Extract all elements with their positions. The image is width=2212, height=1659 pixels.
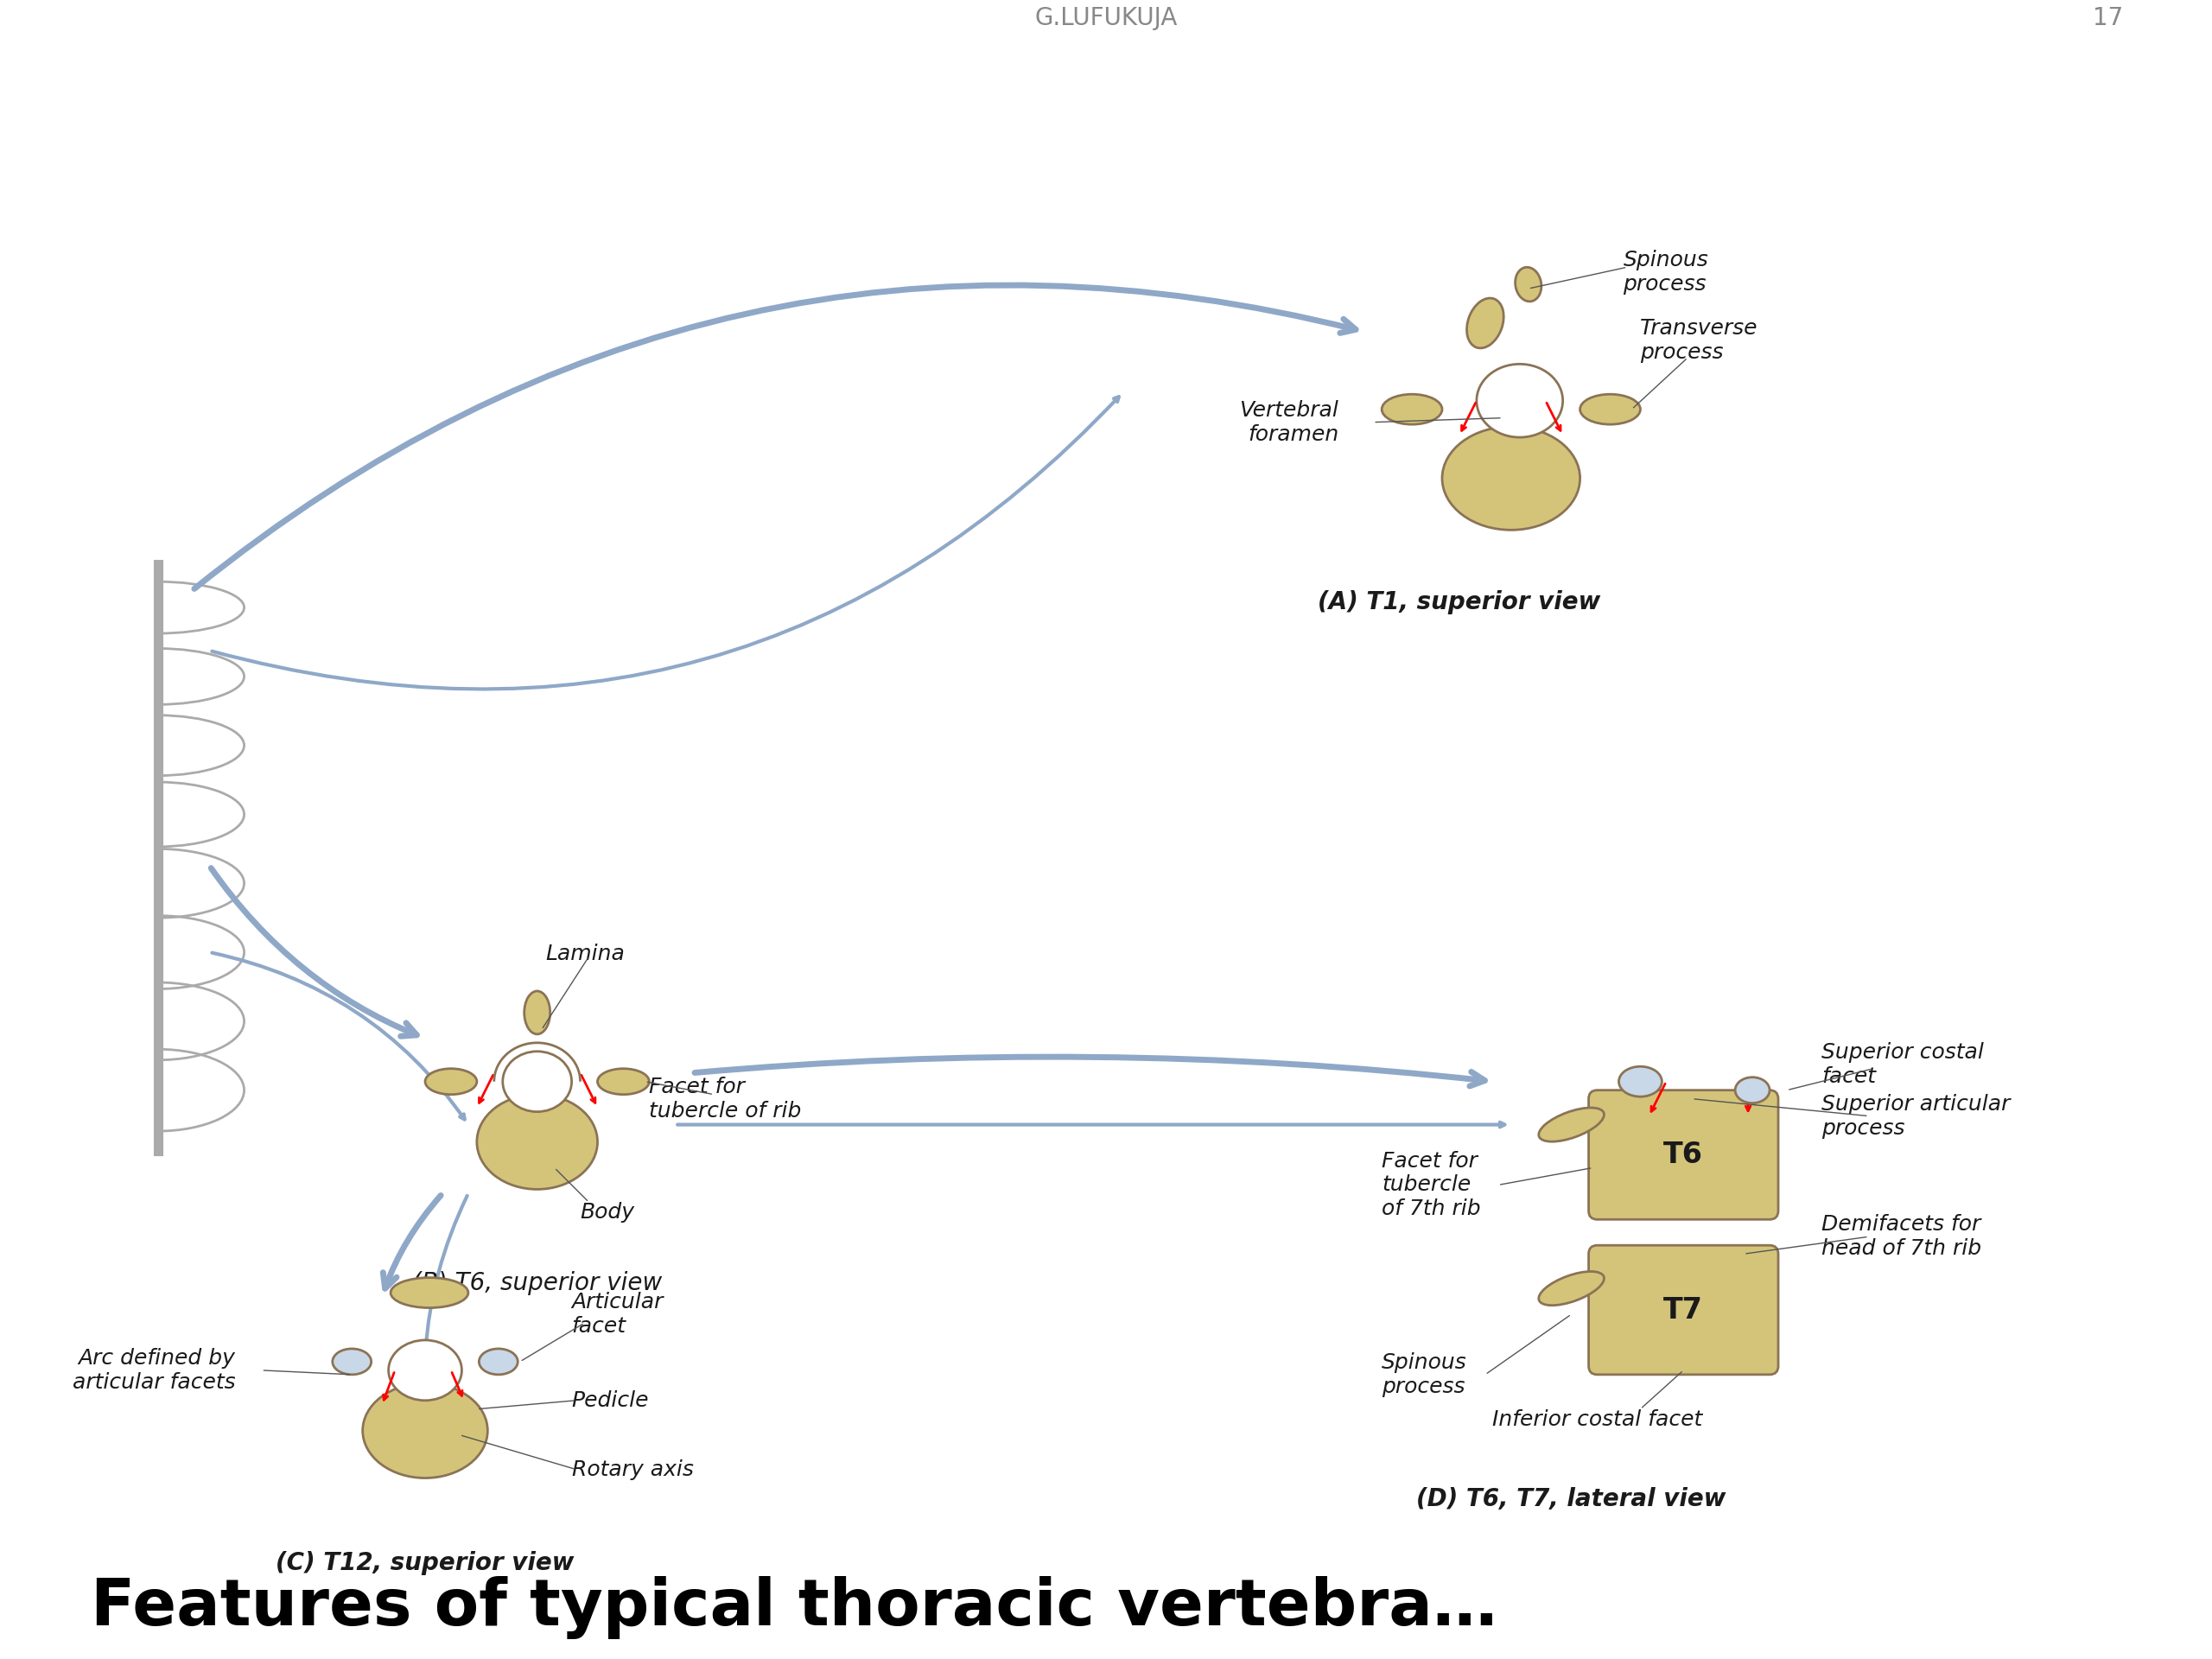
Text: Spinous
process: Spinous process bbox=[1624, 251, 1708, 295]
Text: (A) T1, superior view: (A) T1, superior view bbox=[1318, 591, 1601, 614]
Text: Spinous
process: Spinous process bbox=[1382, 1352, 1467, 1397]
Text: Rotary axis: Rotary axis bbox=[571, 1458, 692, 1480]
Text: T7: T7 bbox=[1663, 1296, 1703, 1324]
Ellipse shape bbox=[480, 1349, 518, 1375]
Ellipse shape bbox=[363, 1384, 487, 1478]
Ellipse shape bbox=[1619, 1067, 1661, 1097]
Ellipse shape bbox=[1478, 363, 1564, 438]
Text: Pedicle: Pedicle bbox=[571, 1390, 648, 1410]
Ellipse shape bbox=[332, 1349, 372, 1375]
Text: (B) T6, superior view: (B) T6, superior view bbox=[411, 1271, 661, 1296]
Text: Transverse
process: Transverse process bbox=[1641, 319, 1759, 363]
Text: Lamina: Lamina bbox=[546, 944, 626, 964]
Ellipse shape bbox=[478, 1095, 597, 1190]
Text: T6: T6 bbox=[1663, 1140, 1703, 1170]
Text: (C) T12, superior view: (C) T12, superior view bbox=[276, 1551, 575, 1576]
Ellipse shape bbox=[1579, 395, 1641, 425]
Text: Facet for
tubercle of rib: Facet for tubercle of rib bbox=[648, 1077, 801, 1121]
Ellipse shape bbox=[1442, 426, 1579, 529]
FancyBboxPatch shape bbox=[1588, 1246, 1778, 1375]
Ellipse shape bbox=[1734, 1077, 1770, 1103]
Text: Features of typical thoracic vertebra…: Features of typical thoracic vertebra… bbox=[91, 1576, 1498, 1639]
Text: Superior costal
facet: Superior costal facet bbox=[1820, 1042, 1984, 1087]
Text: Arc defined by
articular facets: Arc defined by articular facets bbox=[73, 1347, 234, 1392]
Text: Vertebral
foramen: Vertebral foramen bbox=[1239, 400, 1338, 445]
Ellipse shape bbox=[1540, 1108, 1604, 1141]
Text: (D) T6, T7, lateral view: (D) T6, T7, lateral view bbox=[1416, 1486, 1725, 1511]
Text: Articular
facet: Articular facet bbox=[571, 1292, 664, 1337]
Ellipse shape bbox=[1540, 1271, 1604, 1306]
Ellipse shape bbox=[392, 1277, 469, 1307]
Text: Body: Body bbox=[580, 1203, 635, 1223]
Text: G.LUFUKUJA: G.LUFUKUJA bbox=[1035, 7, 1177, 30]
Ellipse shape bbox=[597, 1068, 648, 1095]
FancyBboxPatch shape bbox=[1588, 1090, 1778, 1219]
Ellipse shape bbox=[1382, 395, 1442, 425]
Text: Demifacets for
head of 7th rib: Demifacets for head of 7th rib bbox=[1820, 1214, 1982, 1259]
Text: Inferior costal facet: Inferior costal facet bbox=[1493, 1408, 1703, 1430]
Ellipse shape bbox=[502, 1052, 571, 1112]
Text: 17: 17 bbox=[2093, 7, 2124, 30]
Ellipse shape bbox=[1467, 299, 1504, 348]
Ellipse shape bbox=[389, 1340, 462, 1400]
Ellipse shape bbox=[524, 990, 551, 1034]
Ellipse shape bbox=[425, 1068, 478, 1095]
Text: Superior articular
process: Superior articular process bbox=[1820, 1093, 2011, 1138]
Text: Facet for
tubercle
of 7th rib: Facet for tubercle of 7th rib bbox=[1382, 1151, 1480, 1219]
Ellipse shape bbox=[1515, 267, 1542, 302]
